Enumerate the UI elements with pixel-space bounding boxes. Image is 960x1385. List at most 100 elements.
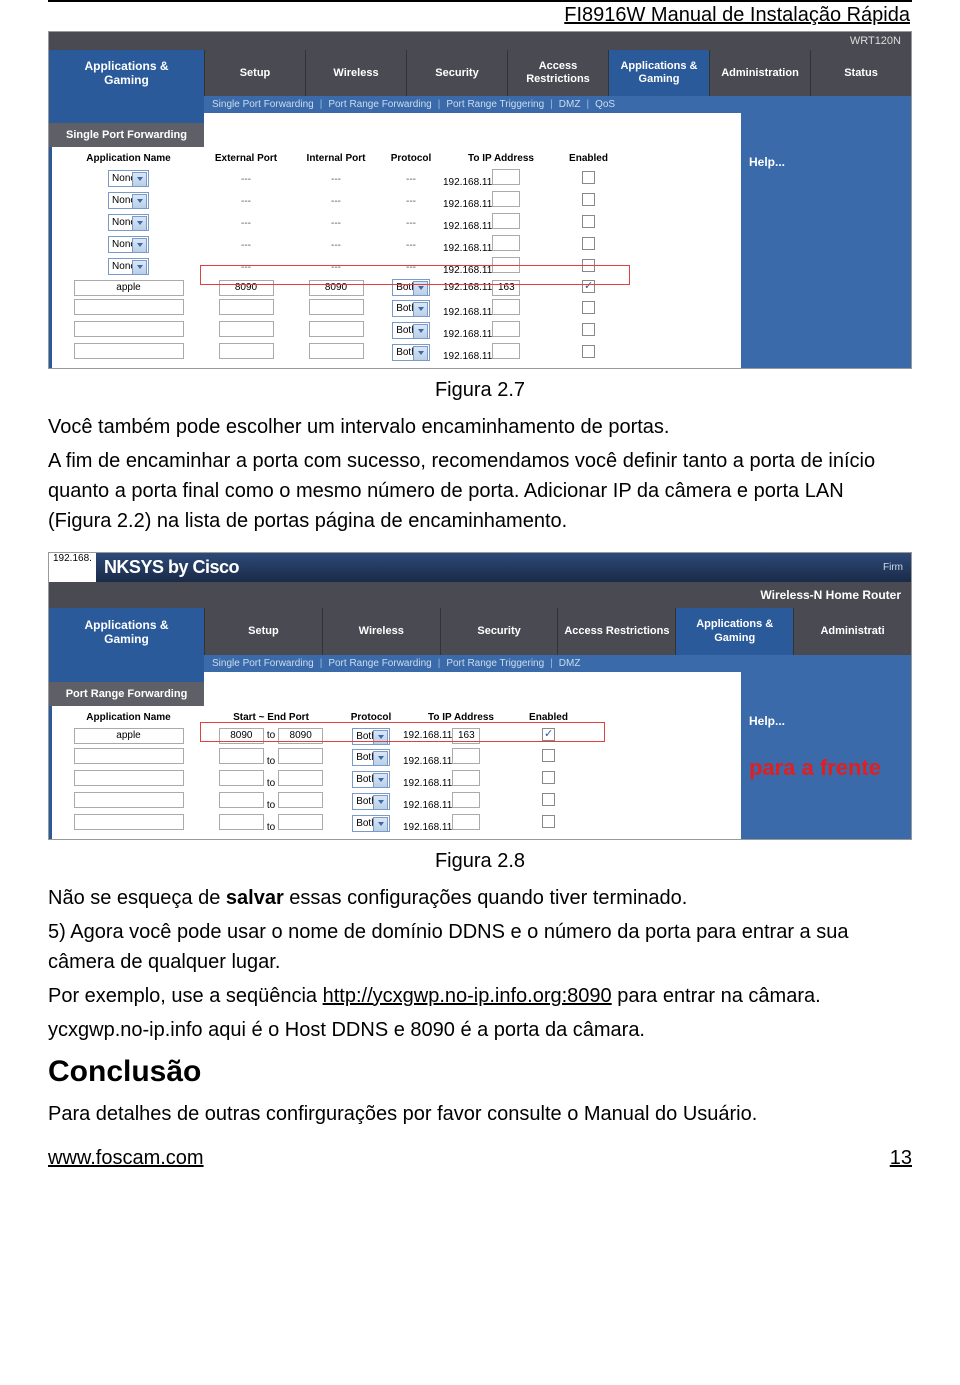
- app-name-input[interactable]: [74, 321, 184, 337]
- enabled-checkbox[interactable]: [582, 171, 595, 184]
- app-name-input[interactable]: [74, 299, 184, 315]
- para5-link[interactable]: http://ycxgwp.no-ip.info.org:8090: [323, 985, 612, 1007]
- subnav-single-port-forwarding[interactable]: Single Port Forwarding: [212, 658, 314, 669]
- protocol-select[interactable]: Both: [392, 322, 430, 339]
- start-port-input[interactable]: [219, 792, 264, 808]
- tab-administrati[interactable]: Administrati: [793, 608, 911, 654]
- ip-last-input[interactable]: [452, 770, 480, 786]
- subnav-dmz[interactable]: DMZ: [559, 99, 581, 110]
- enabled-checkbox[interactable]: [542, 793, 555, 806]
- ip-last-input[interactable]: 163: [452, 728, 480, 744]
- tab-security[interactable]: Security: [440, 608, 558, 654]
- tab-wireless[interactable]: Wireless: [305, 50, 406, 96]
- enabled-checkbox[interactable]: [542, 771, 555, 784]
- ext-port-input[interactable]: [219, 299, 274, 315]
- para-2: A fim de encaminhar a porta com sucesso,…: [48, 446, 912, 536]
- subnav-port-range-forwarding[interactable]: Port Range Forwarding: [328, 99, 431, 110]
- end-port-input[interactable]: [278, 814, 323, 830]
- app-select[interactable]: None: [108, 192, 149, 209]
- protocol-select[interactable]: Both: [352, 771, 390, 788]
- tab-wireless[interactable]: Wireless: [322, 608, 440, 654]
- tab-administration[interactable]: Administration: [709, 50, 810, 96]
- end-port-input[interactable]: [278, 792, 323, 808]
- app-select[interactable]: None: [108, 258, 149, 275]
- subnav-port-range-triggering[interactable]: Port Range Triggering: [446, 99, 544, 110]
- start-port-input[interactable]: [219, 748, 264, 764]
- enabled-checkbox[interactable]: [582, 259, 595, 272]
- tab-setup[interactable]: Setup: [204, 50, 305, 96]
- ip-prefix: 192.168.11: [443, 307, 492, 318]
- ip-corner: 192.168.: [49, 553, 96, 582]
- app-name-input[interactable]: [74, 748, 184, 764]
- protocol-select[interactable]: Both: [392, 344, 430, 361]
- ip-last-input[interactable]: [492, 235, 520, 251]
- tab-access-restrictions[interactable]: Access Restrictions: [557, 608, 675, 654]
- int-port-input[interactable]: [309, 321, 364, 337]
- start-port-input[interactable]: 8090: [219, 728, 264, 744]
- protocol-select[interactable]: Both: [352, 728, 390, 745]
- app-name-input[interactable]: [74, 770, 184, 786]
- ext-port-input[interactable]: 8090: [219, 280, 274, 296]
- ip-last-input[interactable]: 163: [492, 280, 520, 296]
- ip-last-input[interactable]: [492, 257, 520, 273]
- enabled-checkbox[interactable]: [582, 237, 595, 250]
- enabled-checkbox[interactable]: [582, 345, 595, 358]
- end-port-input[interactable]: [278, 748, 323, 764]
- subnav-qos[interactable]: QoS: [595, 99, 615, 110]
- ip-last-input[interactable]: [492, 169, 520, 185]
- app-name-input[interactable]: [74, 814, 184, 830]
- ip-last-input[interactable]: [492, 321, 520, 337]
- app-name-input[interactable]: apple: [74, 280, 184, 296]
- end-port-input[interactable]: [278, 770, 323, 786]
- app-select[interactable]: None: [108, 236, 149, 253]
- app-select[interactable]: None: [108, 170, 149, 187]
- protocol-select[interactable]: Both: [352, 749, 390, 766]
- tab-status[interactable]: Status: [810, 50, 911, 96]
- end-port-input[interactable]: 8090: [278, 728, 323, 744]
- ext-port-input[interactable]: [219, 321, 274, 337]
- ip-last-input[interactable]: [492, 213, 520, 229]
- ip-last-input[interactable]: [492, 191, 520, 207]
- footer-url[interactable]: www.foscam.com: [48, 1147, 204, 1170]
- app-name-input[interactable]: [74, 343, 184, 359]
- int-port-input[interactable]: [309, 299, 364, 315]
- ext-port-input[interactable]: [219, 343, 274, 359]
- ip-last-input[interactable]: [452, 792, 480, 808]
- start-port-input[interactable]: [219, 770, 264, 786]
- subnav-single-port-forwarding[interactable]: Single Port Forwarding: [212, 99, 314, 110]
- enabled-checkbox[interactable]: [582, 301, 595, 314]
- tab-security[interactable]: Security: [406, 50, 507, 96]
- enabled-checkbox[interactable]: [542, 815, 555, 828]
- tab-applications-gaming[interactable]: Applications & Gaming: [608, 50, 709, 96]
- int-port-input[interactable]: 8090: [309, 280, 364, 296]
- int-port-input[interactable]: [309, 343, 364, 359]
- tab-applications-gaming[interactable]: Applications & Gaming: [675, 608, 793, 654]
- protocol-select[interactable]: Both: [352, 793, 390, 810]
- ip-last-input[interactable]: [452, 814, 480, 830]
- protocol-select[interactable]: Both: [352, 815, 390, 832]
- ip-last-input[interactable]: [452, 748, 480, 764]
- ip-last-input[interactable]: [492, 343, 520, 359]
- sidebar-line2: Gaming: [104, 73, 149, 87]
- help-panel[interactable]: Help...: [741, 147, 911, 368]
- enabled-checkbox[interactable]: [542, 728, 555, 741]
- start-port-input[interactable]: [219, 814, 264, 830]
- tab-access-restrictions[interactable]: Access Restrictions: [507, 50, 608, 96]
- doc-title: FI8916W Manual de Instalação Rápida: [48, 4, 912, 27]
- subnav-dmz[interactable]: DMZ: [559, 658, 581, 669]
- enabled-checkbox[interactable]: [582, 215, 595, 228]
- tab-setup[interactable]: Setup: [204, 608, 322, 654]
- protocol-select[interactable]: Both: [392, 279, 430, 296]
- help-panel-2[interactable]: Help...: [741, 706, 911, 839]
- subnav-port-range-triggering[interactable]: Port Range Triggering: [446, 658, 544, 669]
- app-select[interactable]: None: [108, 214, 149, 231]
- protocol-select[interactable]: Both: [392, 300, 430, 317]
- app-name-input[interactable]: apple: [74, 728, 184, 744]
- enabled-checkbox[interactable]: [582, 323, 595, 336]
- enabled-checkbox[interactable]: [582, 193, 595, 206]
- subnav-port-range-forwarding[interactable]: Port Range Forwarding: [328, 658, 431, 669]
- app-name-input[interactable]: [74, 792, 184, 808]
- enabled-checkbox[interactable]: [542, 749, 555, 762]
- enabled-checkbox[interactable]: [582, 280, 595, 293]
- ip-last-input[interactable]: [492, 299, 520, 315]
